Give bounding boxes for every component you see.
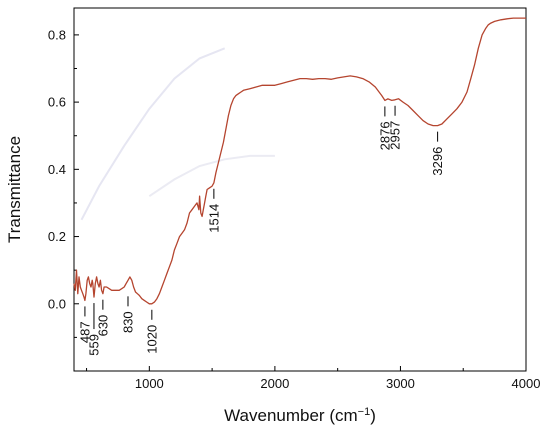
peak-label-3296: 3296 (430, 147, 445, 176)
peak-label-2876: 2876 (377, 121, 392, 150)
faint-trace-1 (148, 154, 275, 198)
y-axis-title: Transmittance (5, 136, 24, 243)
series-layer (73, 17, 526, 305)
x-tick-label-3000: 3000 (386, 376, 415, 391)
x-tick-label-4000: 4000 (512, 376, 541, 391)
series-line-0 (73, 17, 526, 305)
x-tick-label-2000: 2000 (260, 376, 289, 391)
y-tick-label-0.4: 0.4 (48, 162, 66, 177)
faint-background-traces (80, 47, 275, 221)
peak-label-487: 487 (77, 321, 92, 343)
x-axis-title: Wavenumber (cm−1) (224, 406, 376, 425)
y-tick-label-0.2: 0.2 (48, 229, 66, 244)
y-tick-label-0.8: 0.8 (48, 27, 66, 42)
peak-label-830: 830 (120, 311, 135, 333)
peak-label-559: 559 (86, 334, 101, 356)
peak-label-2957: 2957 (388, 121, 403, 150)
x-axis-title-superscript: −1 (358, 406, 371, 418)
peak-label-1514: 1514 (206, 204, 221, 233)
peak-label-630: 630 (95, 315, 110, 337)
y-tick-label-0.6: 0.6 (48, 95, 66, 110)
plot-frame (73, 7, 527, 372)
y-tick-label-0.0: 0.0 (48, 296, 66, 311)
axis-ticks: 1000 2000 3000 4000 0.0 0.2 0.4 0.6 0.8 (48, 27, 541, 391)
x-tick-label-1000: 1000 (135, 376, 164, 391)
x-axis-title-main: Wavenumber (cm (224, 406, 358, 425)
x-axis-title-close: ) (370, 406, 376, 425)
faint-trace-0 (80, 47, 226, 221)
peak-label-1020: 1020 (144, 325, 159, 354)
